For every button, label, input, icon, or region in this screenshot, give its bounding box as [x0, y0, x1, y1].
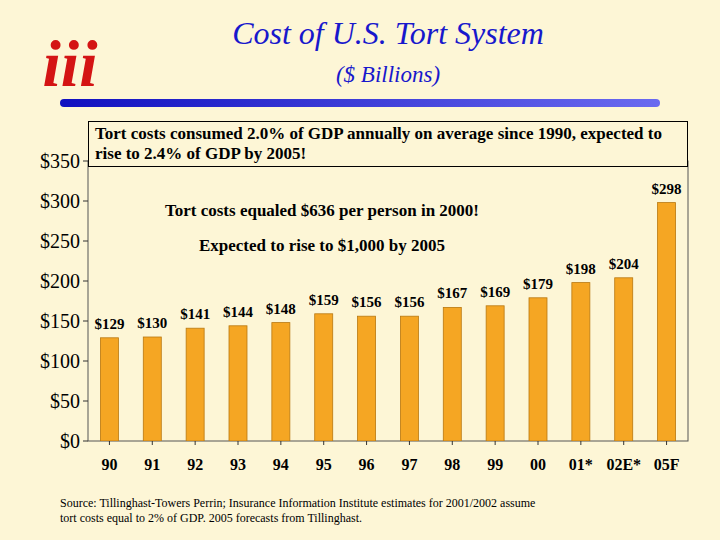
title-rule — [60, 99, 660, 107]
subtitle: ($ Billions) — [336, 62, 440, 87]
note-box — [128, 188, 516, 264]
x-tick — [623, 441, 624, 445]
data-label: $156 — [352, 294, 383, 310]
x-tick-label: 98 — [444, 456, 460, 473]
data-label: $148 — [266, 301, 296, 317]
plot-frame — [88, 161, 688, 441]
y-tick — [83, 241, 88, 242]
data-label: $167 — [437, 285, 468, 301]
x-tick-label: 92 — [187, 456, 203, 473]
page: {"logo": "iii", "chart_data": { "type": … — [0, 0, 720, 540]
bar — [615, 278, 633, 441]
data-label: $156 — [394, 294, 425, 310]
x-tick-label: 94 — [273, 456, 289, 473]
y-tick-label: $100 — [40, 350, 80, 372]
bar — [443, 307, 461, 441]
chart: iii Cost of U.S. Tort System ($ Billions) $… — [0, 0, 720, 540]
bar — [529, 298, 547, 441]
bar — [658, 203, 676, 441]
x-tick-label: 02E* — [606, 456, 641, 473]
x-tick — [280, 441, 281, 445]
bar — [400, 316, 418, 441]
y-tick — [83, 201, 88, 202]
x-tick — [152, 441, 153, 445]
x-tick-label: 00 — [530, 456, 546, 473]
data-label: $179 — [523, 276, 553, 292]
y-tick-label: $200 — [40, 270, 80, 292]
data-label: $130 — [137, 315, 167, 331]
bar — [272, 323, 290, 441]
x-tick-label: 99 — [487, 456, 503, 473]
x-tick — [238, 441, 239, 445]
bar — [486, 306, 504, 441]
y-tick-label: $250 — [40, 230, 80, 252]
logo: iii — [42, 27, 98, 100]
y-tick — [83, 361, 88, 362]
x-tick-label: 96 — [359, 456, 375, 473]
data-label: $204 — [609, 256, 640, 272]
x-tick — [538, 441, 539, 445]
bar — [100, 338, 118, 441]
x-tick — [452, 441, 453, 445]
bar — [143, 337, 161, 441]
data-label: $198 — [566, 261, 596, 277]
source: Source: Tillinghast-Towers Perrin; Insur… — [60, 496, 540, 526]
y-tick — [83, 441, 88, 442]
data-label: $169 — [480, 284, 510, 300]
annotation: Expected to rise to $1,000 by 2005 — [199, 236, 445, 255]
x-tick — [495, 441, 496, 445]
data-label: $141 — [180, 306, 210, 322]
y-tick-label: $300 — [40, 190, 80, 212]
x-tick-label: 91 — [144, 456, 160, 473]
x-tick-label: 01* — [569, 456, 593, 473]
x-tick-label: 97 — [401, 456, 417, 473]
x-tick-label: 90 — [101, 456, 117, 473]
bar — [572, 283, 590, 441]
x-tick — [580, 441, 581, 445]
x-tick — [409, 441, 410, 445]
x-tick — [195, 441, 196, 445]
y-tick — [83, 321, 88, 322]
x-tick — [366, 441, 367, 445]
y-tick-label: $50 — [50, 390, 80, 412]
bar — [315, 314, 333, 441]
y-tick-label: $150 — [40, 310, 80, 332]
x-tick — [109, 441, 110, 445]
data-label: $298 — [652, 181, 682, 197]
bar — [358, 316, 376, 441]
x-tick — [323, 441, 324, 445]
bar — [186, 328, 204, 441]
data-label: $159 — [309, 292, 339, 308]
data-label: $129 — [94, 316, 124, 332]
y-tick-label: $350 — [40, 150, 80, 172]
annotation: Tort costs consumed 2.0% of GDP annually… — [88, 121, 688, 167]
bar — [229, 326, 247, 441]
data-label: $144 — [223, 304, 254, 320]
y-tick — [83, 401, 88, 402]
x-tick-label: 95 — [316, 456, 332, 473]
x-tick — [666, 441, 667, 445]
x-tick-label: 93 — [230, 456, 246, 473]
annotation: Tort costs equaled $636 per person in 20… — [165, 201, 479, 220]
y-tick-label: $0 — [60, 430, 80, 452]
x-tick-label: 05F — [654, 456, 680, 473]
title: Cost of U.S. Tort System — [232, 15, 544, 51]
y-tick — [83, 281, 88, 282]
